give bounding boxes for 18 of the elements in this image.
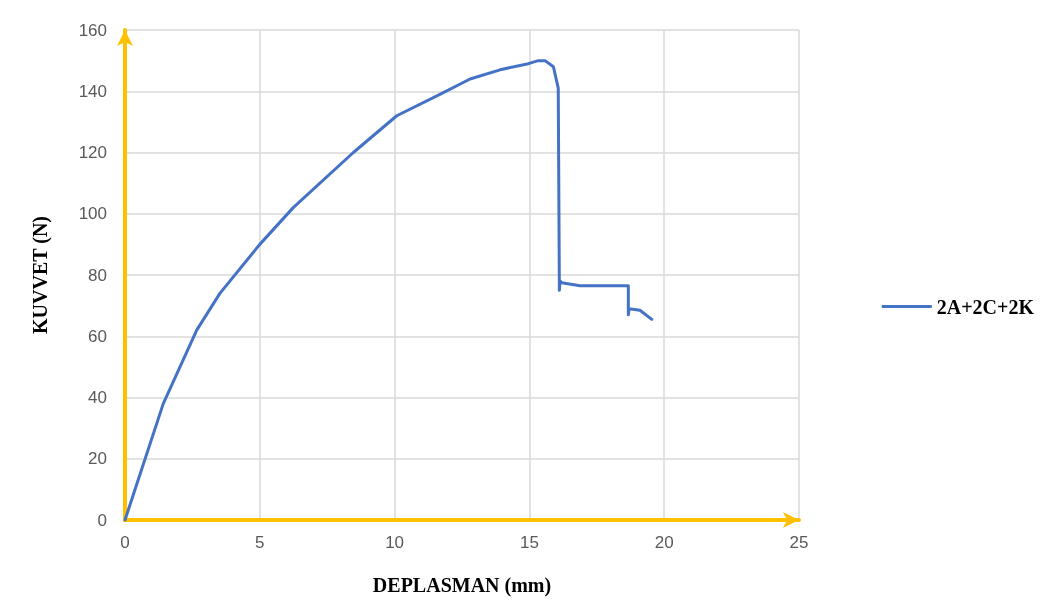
- y-tick-label: 140: [78, 81, 107, 101]
- legend-label: 2A+2C+2K: [936, 295, 1035, 318]
- x-tick-label: 25: [789, 533, 809, 552]
- y-tick-label: 120: [78, 143, 107, 162]
- y-tick-label: 100: [78, 204, 107, 224]
- y-tick-label: 80: [88, 265, 107, 285]
- x-axis-title: DEPLASMAN (mm): [372, 574, 552, 597]
- y-tick-label: 40: [88, 388, 107, 407]
- y-axis-title: KUVVET (N): [29, 216, 52, 334]
- y-tick-label: 20: [88, 449, 107, 469]
- x-tick-label: 20: [654, 533, 674, 552]
- x-tick-label: 15: [519, 533, 539, 552]
- y-tick-label: 0: [97, 510, 107, 530]
- x-tick-label: 0: [120, 533, 130, 552]
- x-tick-label: 10: [385, 533, 405, 552]
- x-tick-label: 5: [255, 533, 265, 552]
- y-tick-label: 160: [78, 20, 107, 40]
- y-tick-label: 60: [88, 326, 107, 346]
